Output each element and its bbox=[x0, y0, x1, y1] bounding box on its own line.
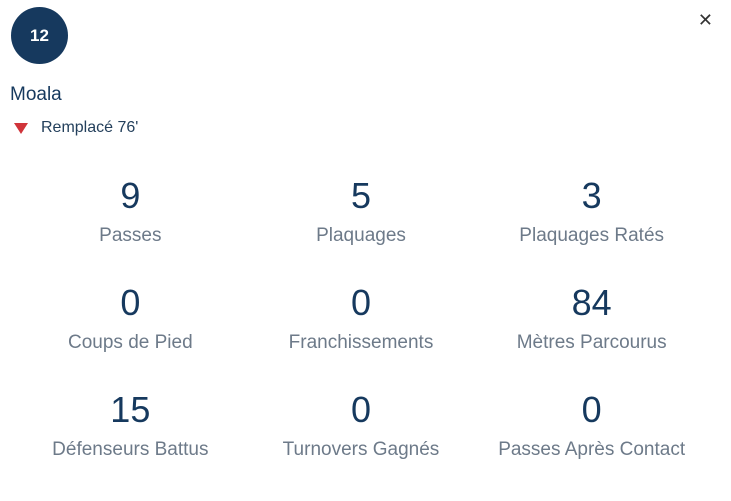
substitution-status: Remplacé 76' bbox=[14, 119, 138, 137]
stat-value: 3 bbox=[581, 175, 602, 216]
stat-value: 9 bbox=[120, 175, 141, 216]
stat-label: Turnovers Gagnés bbox=[282, 439, 440, 460]
stat-label: Passes Après Contact bbox=[498, 439, 686, 460]
stat-cell-plaquages-rates: 3 Plaquages Ratés bbox=[476, 176, 707, 248]
stat-value: 15 bbox=[110, 389, 151, 430]
stats-grid: 9 Passes 5 Plaquages 3 Plaquages Ratés 0… bbox=[15, 176, 707, 462]
stat-value: 0 bbox=[350, 282, 371, 323]
stat-cell-franchissements: 0 Franchissements bbox=[246, 283, 477, 355]
stat-cell-coups-de-pied: 0 Coups de Pied bbox=[15, 283, 246, 355]
stat-cell-metres-parcourus: 84 Mètres Parcourus bbox=[476, 283, 707, 355]
player-number: 12 bbox=[30, 25, 49, 45]
stat-label: Défenseurs Battus bbox=[52, 439, 209, 460]
stat-cell-defenseurs-battus: 15 Défenseurs Battus bbox=[15, 390, 246, 462]
close-icon[interactable]: ✕ bbox=[694, 8, 717, 34]
substituted-off-icon bbox=[14, 122, 28, 134]
stat-cell-turnovers-gagnes: 0 Turnovers Gagnés bbox=[246, 390, 477, 462]
stat-value: 5 bbox=[350, 175, 371, 216]
stat-cell-passes-apres-contact: 0 Passes Après Contact bbox=[476, 390, 707, 462]
player-name: Moala bbox=[10, 84, 62, 105]
stat-label: Coups de Pied bbox=[68, 332, 193, 353]
stat-label: Franchissements bbox=[288, 332, 434, 353]
stat-cell-passes: 9 Passes bbox=[15, 176, 246, 248]
stat-value: 0 bbox=[120, 282, 141, 323]
stat-label: Mètres Parcourus bbox=[516, 332, 667, 353]
stat-value: 84 bbox=[571, 282, 612, 323]
substitution-label: Remplacé 76' bbox=[41, 119, 139, 136]
stat-cell-plaquages: 5 Plaquages bbox=[246, 176, 477, 248]
player-number-badge: 12 bbox=[11, 7, 68, 64]
stat-label: Plaquages Ratés bbox=[519, 225, 665, 246]
stat-value: 0 bbox=[350, 389, 371, 430]
stat-label: Passes bbox=[99, 225, 162, 246]
stat-label: Plaquages bbox=[316, 225, 406, 246]
stat-value: 0 bbox=[581, 389, 602, 430]
